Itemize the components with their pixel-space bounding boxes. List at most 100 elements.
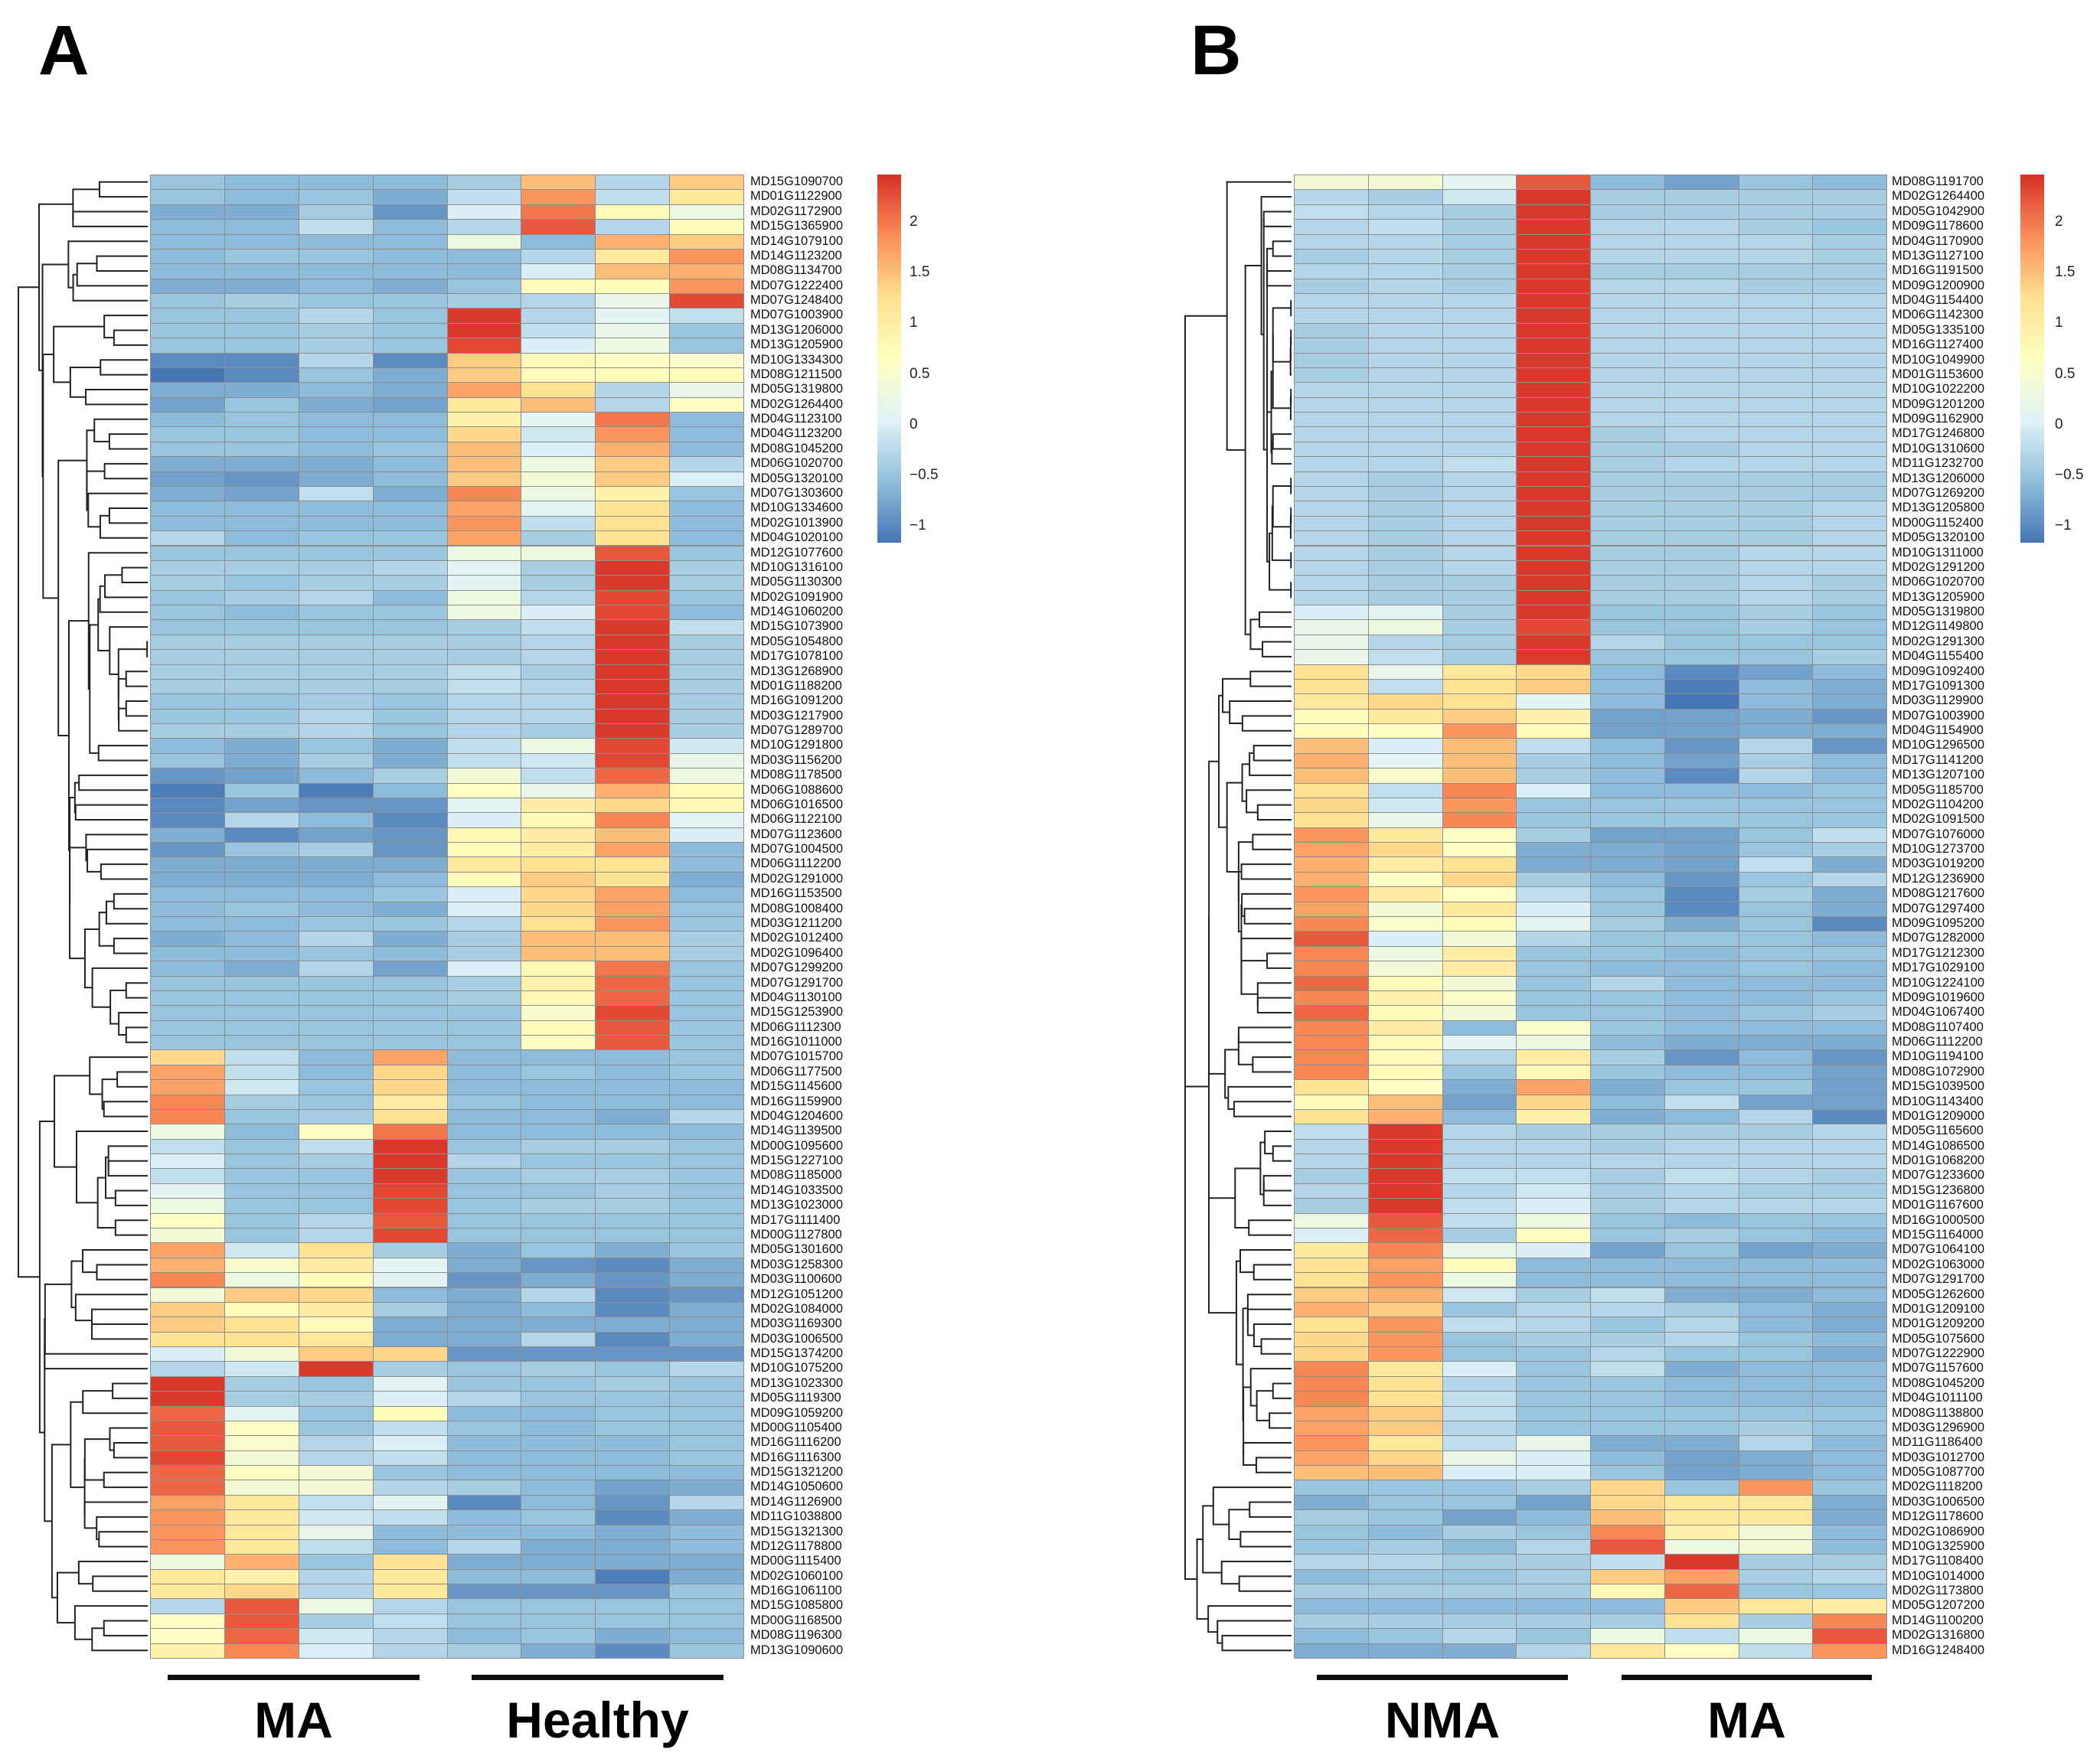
dendrogram-branch: [108, 507, 148, 524]
colorbar-tick-label: −1: [910, 517, 926, 534]
dendrogram-branch: [1256, 1390, 1273, 1421]
row-label: MD08G1185000: [750, 1168, 842, 1183]
dendrogram-branch: [81, 1249, 148, 1274]
group-bar: [168, 1675, 420, 1680]
dendrogram-branch: [56, 1571, 79, 1623]
dendrogram-branch: [125, 982, 148, 999]
dendrogram-branch: [1237, 1026, 1292, 1043]
row-label: MD02G1096400: [750, 945, 844, 960]
row-label: MD01G1122900: [750, 189, 842, 204]
row-label: MD07G1015700: [750, 1049, 844, 1064]
dendrogram-branch: [118, 1011, 148, 1036]
row-label: MD13G1205900: [750, 338, 844, 352]
row-label: MD07G1303600: [750, 485, 844, 500]
row-label: MD17G1078100: [750, 649, 844, 664]
dendrogram-branch: [72, 273, 148, 302]
dendrogram-branch: [103, 1471, 148, 1489]
dendrogram-branch: [1240, 960, 1268, 995]
dendrogram-branch: [69, 847, 87, 960]
dendrogram-branch: [125, 700, 148, 717]
row-label: MD02G1264400: [750, 396, 844, 411]
dendrogram-branch: [1256, 997, 1292, 1013]
dendrogram-branch: [1266, 337, 1270, 563]
row-label: MD16G1061100: [750, 1584, 842, 1598]
dendrogram-branch: [18, 286, 40, 1278]
dendrogram-branch: [121, 566, 148, 583]
dendrogram-branch: [1220, 1561, 1292, 1585]
dendrogram-branch: [1271, 505, 1292, 561]
row-label: MD06G1177500: [750, 1064, 842, 1078]
row-label: MD07G1299200: [750, 961, 844, 975]
colorbar-tick-label: 1: [910, 315, 918, 331]
row-label: MD02G1060100: [750, 1568, 844, 1583]
row-label: MD13G1268900: [750, 664, 844, 678]
dendrogram-branch: [87, 492, 148, 528]
dendrogram-branch: [53, 325, 105, 383]
row-label: MD12G1051200: [750, 1287, 844, 1301]
row-label: MD08G1134700: [750, 263, 842, 278]
dendrogram-branch: [74, 1294, 148, 1322]
dendrogram-branch: [1271, 440, 1292, 465]
colorbar-tick-label: −0.5: [910, 467, 939, 484]
dendrogram-branch: [146, 641, 149, 657]
dendrogram-branch: [1272, 485, 1292, 528]
dendrogram-branch: [1272, 1382, 1292, 1399]
dendrogram-branch: [1264, 1131, 1292, 1155]
dendrogram-branch: [1239, 1531, 1292, 1548]
row-label: MD13G1023300: [750, 1375, 844, 1390]
row-label: MD03G1156200: [750, 752, 842, 767]
row-label: MD10G1316100: [750, 560, 844, 574]
row-label: MD08G1196300: [750, 1628, 842, 1643]
dendrogram-branch: [1266, 247, 1273, 279]
dendrogram-branch: [103, 462, 148, 480]
dendrogram-branch: [1235, 1260, 1243, 1366]
group-label-ma: MA: [254, 1692, 333, 1748]
dendrogram-branch: [78, 774, 148, 791]
row-label: MD06G1112300: [750, 1020, 841, 1034]
dendrogram-branch: [1208, 760, 1226, 1075]
dendrogram-branch: [103, 1620, 148, 1636]
row-label: MD06G1016500: [750, 797, 844, 811]
row-label: MD05G1130300: [750, 575, 842, 589]
dendrogram-branch: [1252, 834, 1292, 850]
row-label: MD15G1090700: [750, 175, 844, 188]
row-label: MD03G1217900: [750, 708, 844, 723]
dendrogram-branch: [96, 1264, 148, 1281]
dendrogram-branch: [1266, 269, 1292, 287]
row-label: MD15G1253900: [750, 1005, 844, 1020]
row-label: MD07G1289700: [750, 723, 844, 738]
row-label: MD15G1085800: [750, 1598, 844, 1613]
row-label: MD06G1088600: [750, 782, 844, 797]
row-label: MD05G1054800: [750, 634, 844, 648]
row-label: MD02G1172900: [750, 204, 842, 218]
dendrogram-branch: [1289, 514, 1292, 539]
dendrogram-branch: [96, 255, 148, 272]
dendrogram-branch: [1260, 1338, 1292, 1355]
dendrogram-branch: [1272, 334, 1291, 410]
dendrogram-branch: [1272, 433, 1292, 450]
row-label: MD05G1119300: [750, 1391, 841, 1405]
row-label: MD05G1301600: [750, 1242, 844, 1257]
dendrogram-branch: [1252, 745, 1292, 762]
row-label: MD02G1291000: [750, 871, 844, 886]
row-label: MD12G1077600: [750, 545, 844, 560]
dendrogram-branch: [1221, 1634, 1292, 1652]
row-label: MD00G1115400: [750, 1554, 841, 1568]
dendrogram-branch: [1239, 1249, 1292, 1274]
row-label: MD13G1090600: [750, 1643, 844, 1657]
row-label: MD05G1320100: [750, 471, 844, 485]
row-label: MD14G1123200: [750, 248, 842, 263]
dendrogram-branch: [1218, 694, 1227, 828]
row-label: MD03G1258300: [750, 1257, 844, 1271]
heatmap-b: [1294, 175, 1887, 1659]
colorbar-a: [877, 175, 901, 543]
dendrogram-branch: [69, 796, 75, 904]
row-label: MD08G1008400: [750, 901, 844, 915]
dendrogram-branch: [97, 598, 110, 651]
row-label: MD03G1169300: [750, 1317, 842, 1331]
row-label: MD03G1211200: [750, 916, 842, 930]
dendrogram-branch: [1246, 789, 1292, 814]
group-bar: [472, 1675, 723, 1680]
dendrogram-branch: [67, 240, 148, 289]
row-label: MD08G1211500: [750, 367, 842, 381]
